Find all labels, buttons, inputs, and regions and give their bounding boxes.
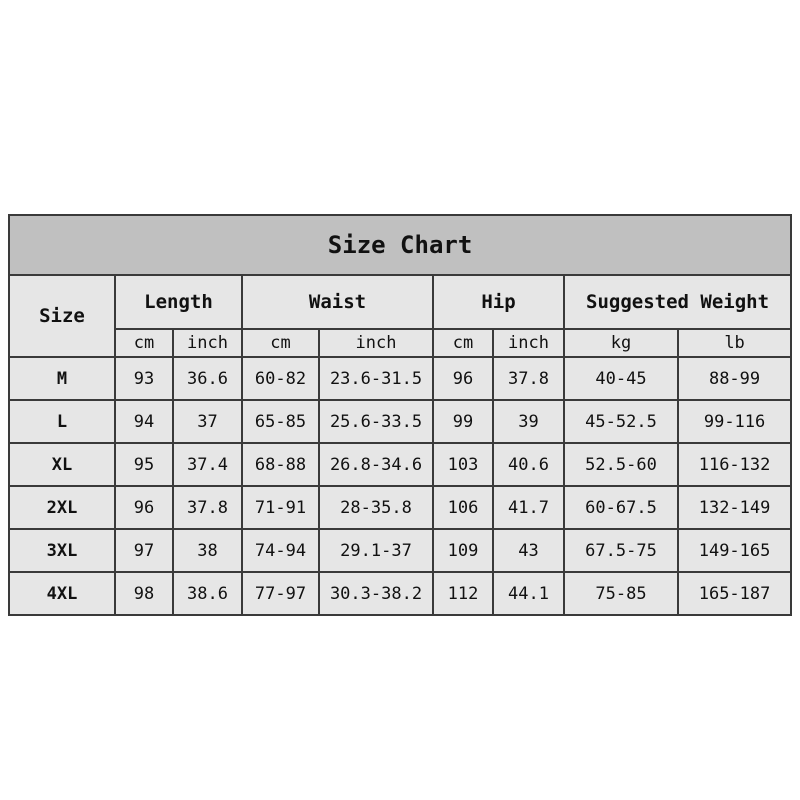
table-cell: 77-97 — [241, 571, 320, 616]
table-cell: 112 — [432, 571, 494, 616]
size-label: M — [8, 356, 116, 401]
size-label: 3XL — [8, 528, 116, 573]
unit-header: lb — [676, 328, 793, 358]
table-cell: 67.5-75 — [563, 528, 679, 573]
header-size: Size — [8, 274, 116, 358]
table-cell: 36.6 — [172, 356, 243, 401]
table-cell: 99-116 — [676, 399, 793, 444]
table-cell: 99 — [432, 399, 494, 444]
table-cell: 40-45 — [563, 356, 679, 401]
unit-header: inch — [172, 328, 243, 358]
table-row: 2XL 96 37.8 71-91 28-35.8 106 41.7 60-67.5 132-1… — [8, 485, 793, 530]
table-cell: 60-67.5 — [563, 485, 679, 530]
table-cell: 37.4 — [172, 442, 243, 487]
table-cell: 95 — [114, 442, 174, 487]
table-title: Size Chart — [7, 214, 793, 276]
table-cell: 39 — [492, 399, 565, 444]
table-cell: 45-52.5 — [563, 399, 679, 444]
table-cell: 98 — [114, 571, 174, 616]
header-weight: Suggested Weight — [562, 274, 793, 330]
header-length: Length — [114, 274, 243, 330]
table-cell: 71-91 — [241, 485, 320, 530]
table-row: L 94 37 65-85 25.6-33.5 99 39 45-52.5 99-116 — [8, 399, 793, 444]
table-cell: 94 — [114, 399, 174, 444]
table-cell: 97 — [114, 528, 174, 573]
unit-header: inch — [492, 328, 565, 358]
table-cell: 93 — [114, 356, 174, 401]
table-cell: 88-99 — [676, 356, 793, 401]
unit-header: cm — [241, 328, 320, 358]
unit-header: cm — [114, 328, 174, 358]
table-row: 4XL 98 38.6 77-97 30.3-38.2 112 44.1 75-85 165-1… — [8, 571, 793, 616]
table-cell: 37.8 — [492, 356, 565, 401]
table-cell: 37 — [172, 399, 243, 444]
header-waist: Waist — [241, 274, 434, 330]
size-chart-table: Size Chart Size Length Waist Hip Suggest… — [7, 214, 793, 616]
header-hip: Hip — [432, 274, 565, 330]
table-cell: 40.6 — [492, 442, 565, 487]
table-cell: 30.3-38.2 — [318, 571, 434, 616]
table-cell: 25.6-33.5 — [318, 399, 434, 444]
unit-header: inch — [318, 328, 434, 358]
table-cell: 41.7 — [492, 485, 565, 530]
table-cell: 109 — [432, 528, 494, 573]
table-cell: 38 — [172, 528, 243, 573]
table-cell: 74-94 — [241, 528, 320, 573]
table-cell: 103 — [432, 442, 494, 487]
table-row: 3XL 97 38 74-94 29.1-37 109 43 67.5-75 149-165 — [8, 528, 793, 573]
table-cell: 29.1-37 — [318, 528, 434, 573]
size-label: L — [8, 399, 116, 444]
unit-header: kg — [563, 328, 679, 358]
table-cell: 28-35.8 — [318, 485, 434, 530]
table-cell: 52.5-60 — [563, 442, 679, 487]
table-cell: 165-187 — [676, 571, 793, 616]
table-cell: 75-85 — [563, 571, 679, 616]
table-cell: 149-165 — [676, 528, 793, 573]
table-cell: 23.6-31.5 — [318, 356, 434, 401]
table-row: XL 95 37.4 68-88 26.8-34.6 103 40.6 52.5-60 116-… — [8, 442, 793, 487]
table-cell: 68-88 — [241, 442, 320, 487]
size-label: XL — [8, 442, 116, 487]
size-label: 2XL — [8, 485, 116, 530]
table-cell: 96 — [432, 356, 494, 401]
table-cell: 60-82 — [241, 356, 320, 401]
table-row: M 93 36.6 60-82 23.6-31.5 96 37.8 40-45 88-99 — [8, 356, 793, 401]
table-cell: 37.8 — [172, 485, 243, 530]
table-cell: 116-132 — [676, 442, 793, 487]
table-cell: 43 — [492, 528, 565, 573]
table-cell: 65-85 — [241, 399, 320, 444]
table-cell: 38.6 — [172, 571, 243, 616]
table-cell: 26.8-34.6 — [318, 442, 434, 487]
unit-header: cm — [432, 328, 494, 358]
table-cell: 106 — [432, 485, 494, 530]
table-cell: 44.1 — [492, 571, 565, 616]
size-label: 4XL — [8, 571, 116, 616]
table-cell: 132-149 — [676, 485, 793, 530]
table-cell: 96 — [114, 485, 174, 530]
